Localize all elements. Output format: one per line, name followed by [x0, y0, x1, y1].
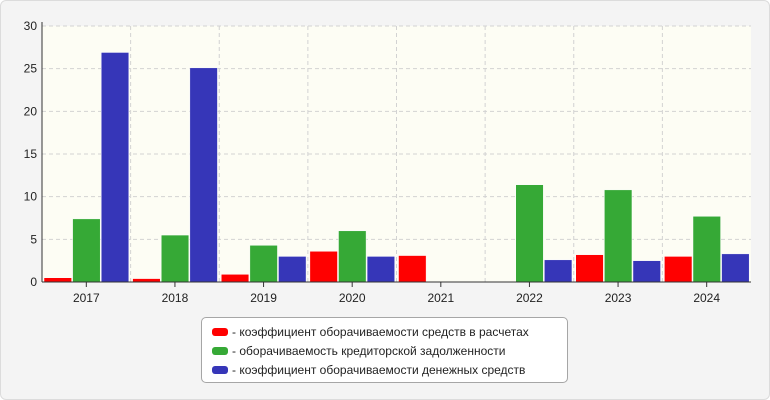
- x-tick-label: 2017: [73, 291, 100, 305]
- legend-prefix: -: [232, 343, 236, 358]
- bar: [100, 52, 130, 283]
- y-tick-label: 25: [24, 62, 38, 76]
- bar: [132, 278, 161, 283]
- legend-label: оборачиваемость кредиторской задолженнос…: [239, 343, 506, 358]
- legend-item-settlements-turnover: - коэффициент оборачиваемости средств в …: [212, 322, 567, 341]
- y-tick-label: 20: [24, 104, 38, 118]
- legend-swatch: [212, 365, 228, 374]
- x-tick-label: 2019: [250, 291, 277, 305]
- bar: [160, 234, 190, 283]
- legend-prefix: -: [232, 324, 236, 339]
- bar: [398, 255, 427, 283]
- bar: [664, 256, 693, 283]
- bar: [604, 189, 633, 283]
- legend-item-cash-turnover: - коэффициент оборачиваемости денежных с…: [212, 360, 567, 379]
- legend-label: коэффициент оборачиваемости денежных сре…: [239, 362, 526, 377]
- bar: [575, 254, 604, 283]
- bar: [72, 218, 101, 283]
- bar: [189, 67, 218, 283]
- bar: [249, 245, 278, 283]
- x-tick-label: 2023: [605, 291, 632, 305]
- legend-swatch: [212, 327, 228, 336]
- bar: [221, 274, 250, 283]
- y-tick-label: 5: [30, 232, 37, 246]
- y-tick-label: 0: [30, 275, 37, 289]
- legend-item-payables-turnover: - оборачиваемость кредиторской задолженн…: [212, 341, 567, 360]
- bar-chart: 0 5 10 15 20 25 30 2017 2018 2019 2020 2021 2022 2023…: [24, 19, 751, 305]
- x-tick-label: 2021: [427, 291, 454, 305]
- bar: [43, 277, 72, 283]
- bar: [309, 251, 338, 283]
- x-tick-label: 2020: [339, 291, 366, 305]
- legend: - коэффициент оборачиваемости средств в …: [201, 317, 568, 383]
- x-tick-label: 2022: [516, 291, 543, 305]
- bar: [515, 184, 544, 283]
- bar: [721, 253, 750, 283]
- bar: [278, 256, 307, 283]
- bar: [544, 259, 573, 283]
- y-tick-label: 30: [24, 19, 38, 33]
- legend-swatch: [212, 346, 228, 355]
- bar: [692, 216, 721, 283]
- bar: [338, 230, 367, 283]
- bar: [366, 256, 395, 283]
- legend-prefix: -: [232, 362, 236, 377]
- y-tick-label: 15: [24, 147, 38, 161]
- bar: [632, 260, 661, 283]
- legend-label: коэффициент оборачиваемости средств в ра…: [239, 324, 529, 339]
- x-tick-label: 2018: [162, 291, 189, 305]
- y-tick-label: 10: [24, 190, 38, 204]
- x-tick-label: 2024: [693, 291, 720, 305]
